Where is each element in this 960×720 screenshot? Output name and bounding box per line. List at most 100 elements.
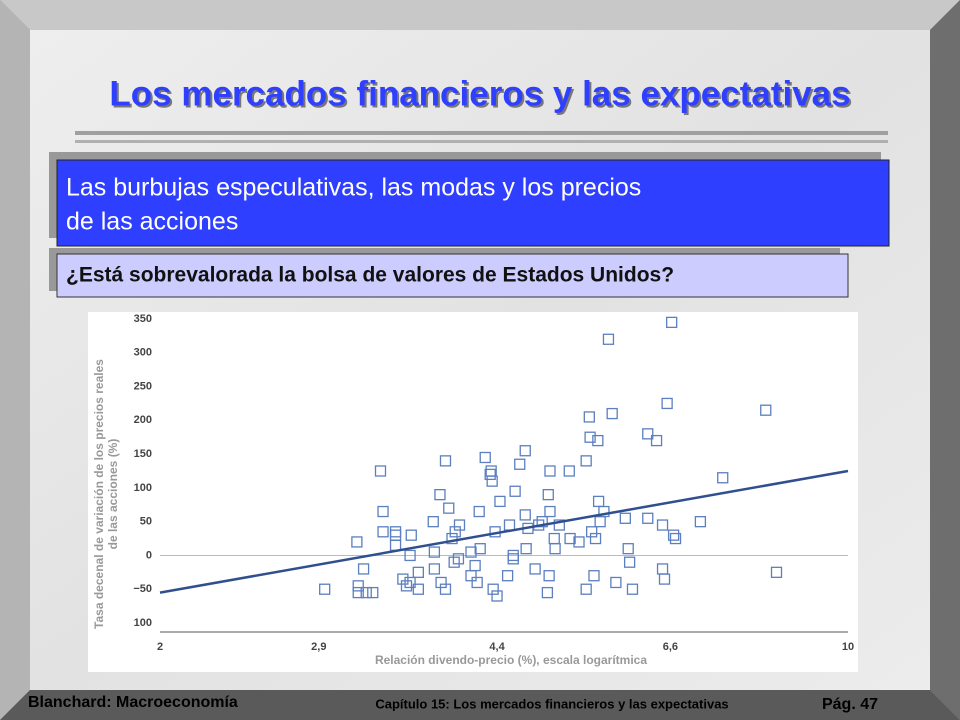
slide-title: Los mercados financieros y las expectati… <box>109 74 850 113</box>
scatter-point <box>519 509 531 521</box>
scatter-point <box>443 502 455 514</box>
scatter-point <box>661 397 673 410</box>
scatter-point <box>377 526 389 538</box>
scatter-point <box>400 580 413 592</box>
scatter-point <box>389 529 402 541</box>
y-tick-label: 100 <box>134 482 152 494</box>
scatter-point <box>549 543 561 555</box>
scatter-point <box>357 563 370 575</box>
scatter-point <box>351 536 363 548</box>
scatter-point <box>626 583 639 595</box>
question: ¿Está sobrevalorada la bolsa de valores … <box>66 264 674 287</box>
scatter-point <box>352 580 364 592</box>
scatter-point <box>592 434 604 447</box>
scatter-point <box>501 570 514 582</box>
scatter-point <box>553 519 565 531</box>
scatter-point <box>412 566 424 578</box>
subtitle-line: de las acciones <box>66 208 238 236</box>
scatter-point <box>484 468 496 481</box>
scatter-point <box>622 543 634 555</box>
scatter-point <box>374 465 387 477</box>
y-tick-label: 50 <box>140 516 152 528</box>
scatter-point <box>352 586 364 599</box>
bevel-left <box>0 0 30 720</box>
scatter-point <box>446 532 458 545</box>
scatter-point <box>588 570 600 582</box>
x-tick-label: 2 <box>157 641 163 653</box>
scatter-point <box>602 333 615 345</box>
footer-page: Pág. 47 <box>822 696 878 713</box>
y-tick-label: −50 <box>133 583 152 595</box>
scatter-point <box>474 543 486 555</box>
scatter-point <box>650 434 663 447</box>
scatter-point <box>465 546 477 558</box>
scatter-point <box>520 543 532 555</box>
scatter-point <box>479 451 491 464</box>
scatter-point <box>319 583 331 595</box>
scatter-point <box>543 570 555 582</box>
scatter-point <box>428 546 441 558</box>
scatter-point <box>397 573 409 585</box>
scatter-point <box>563 465 575 477</box>
scatter-point <box>623 556 636 568</box>
scatter-point <box>473 505 485 518</box>
x-axis-label: Relación divendo-precio (%), escala loga… <box>375 653 647 667</box>
y-axis-label: Tasa decenal de variación de los precios… <box>92 359 106 629</box>
scatter-point <box>541 586 554 599</box>
y-tick-label: 300 <box>134 347 152 359</box>
bevel-bottom <box>0 690 960 720</box>
footer-chapter: Capítulo 15: Los mercados financieros y … <box>375 696 728 711</box>
scatter-point <box>770 566 783 578</box>
y-tick-label: 0 <box>146 549 152 561</box>
x-tick-label: 10 <box>842 641 854 653</box>
scatter-point <box>598 505 610 518</box>
scatter-point <box>486 475 498 487</box>
scatter-point <box>658 573 671 585</box>
scatter-point <box>544 465 556 477</box>
scatter-point <box>471 576 483 589</box>
scatter-point <box>377 505 389 518</box>
footer-author: Blanchard: Macroeconomía <box>28 694 238 711</box>
scatter-point <box>427 516 439 528</box>
chart: 100 −50 0 50 100 150 200 250 300 350 2 2,9 4,4 6,6 10 R… <box>92 313 854 667</box>
scatter-point <box>694 516 707 528</box>
scatter-point <box>514 458 526 470</box>
scatter-point <box>656 519 669 531</box>
x-tick-label: 2,9 <box>311 641 326 653</box>
scatter-point <box>589 532 602 545</box>
scatter-point <box>519 445 531 457</box>
subtitle-box <box>56 159 890 247</box>
scatter-point <box>642 428 654 440</box>
chart-area <box>88 312 858 672</box>
scatter-point <box>428 563 441 575</box>
scatter-point <box>360 586 372 599</box>
scatter-point <box>404 549 416 562</box>
scatter-point <box>564 532 576 545</box>
scatter-point <box>439 583 452 595</box>
scatter-point <box>507 553 519 565</box>
scatter-point <box>606 407 618 420</box>
scatter-point <box>469 559 481 572</box>
y-tick-label: 200 <box>134 414 152 426</box>
scatter-point <box>544 505 556 518</box>
scatter-point <box>760 404 772 416</box>
scatter-point <box>404 576 416 589</box>
scatter-point <box>619 512 631 524</box>
scatter-point <box>669 532 682 545</box>
scatter-point <box>367 586 379 599</box>
scatter-point <box>584 431 596 443</box>
y-tick-label: 350 <box>134 313 152 325</box>
scatter-point <box>573 536 585 548</box>
scatter-point <box>529 563 541 575</box>
scatter-point <box>452 553 465 565</box>
scatter-point <box>412 583 424 595</box>
scatter-point <box>448 556 460 568</box>
scatter-point <box>491 590 503 602</box>
scatter-point <box>487 583 499 595</box>
scatter-point <box>580 455 592 467</box>
scatter-point <box>586 526 598 538</box>
y-tick-label: 250 <box>134 380 152 392</box>
y-tick-label: 150 <box>134 448 152 460</box>
subtitle-line: Las burbujas especulativas, las modas y … <box>66 174 641 202</box>
